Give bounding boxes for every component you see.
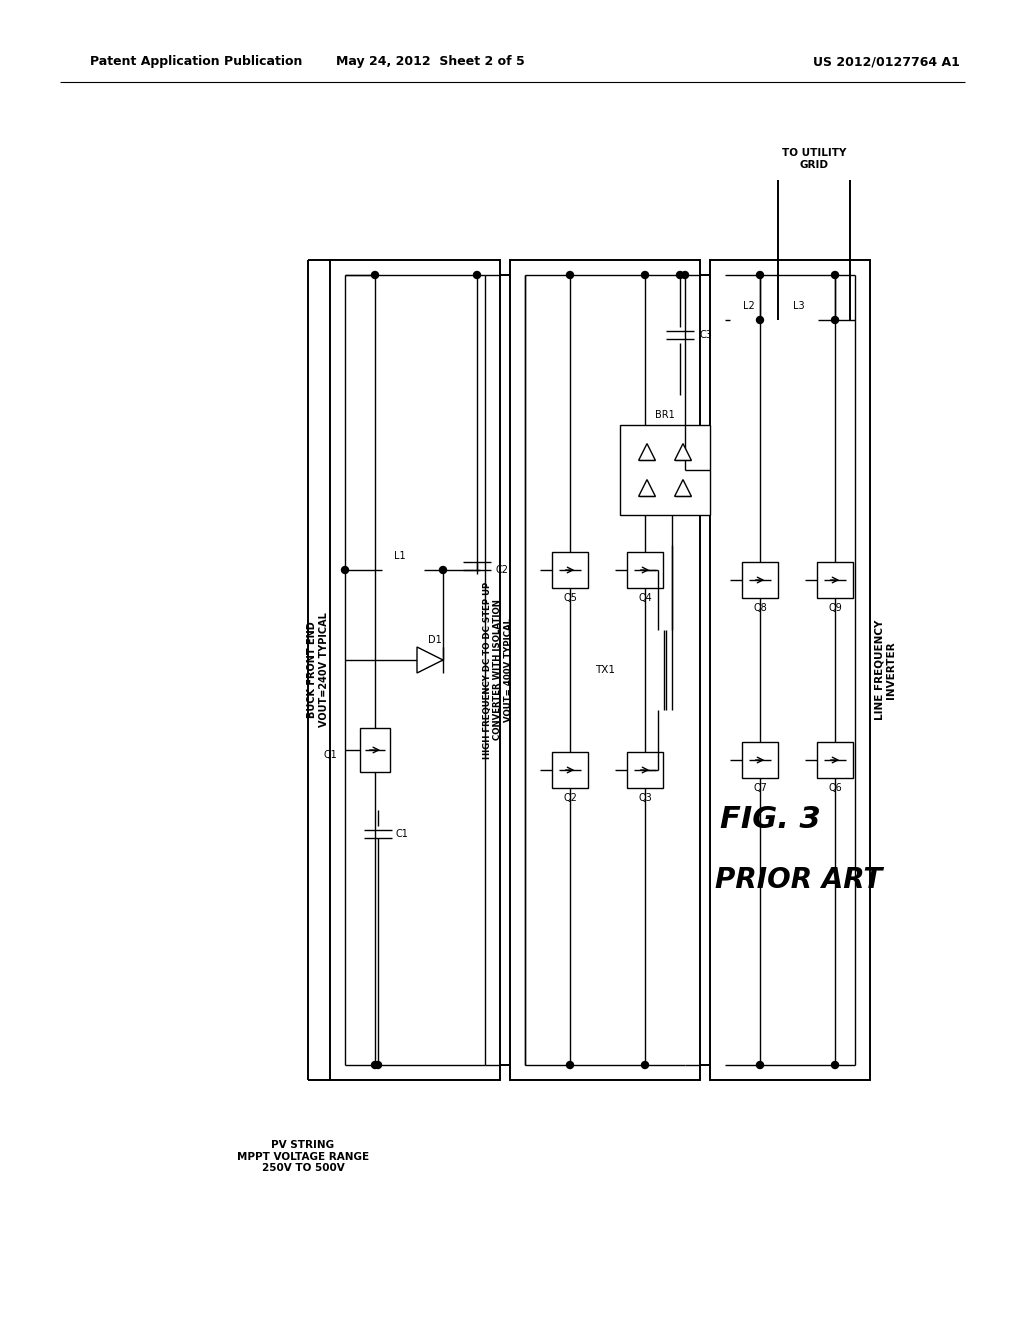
Bar <box>742 562 778 598</box>
Circle shape <box>566 272 573 279</box>
Circle shape <box>831 272 839 279</box>
Text: US 2012/0127764 A1: US 2012/0127764 A1 <box>813 55 961 69</box>
Circle shape <box>375 1061 382 1068</box>
Text: FIG. 3: FIG. 3 <box>720 805 821 834</box>
Polygon shape <box>417 647 443 673</box>
Circle shape <box>641 272 648 279</box>
Text: Q3: Q3 <box>638 793 652 803</box>
Polygon shape <box>639 444 655 461</box>
Text: PV STRING
MPPT VOLTAGE RANGE
250V TO 500V: PV STRING MPPT VOLTAGE RANGE 250V TO 500… <box>237 1140 369 1173</box>
Text: Q2: Q2 <box>563 793 577 803</box>
Bar <box>510 260 700 1080</box>
Text: C2: C2 <box>495 565 508 576</box>
Circle shape <box>757 272 764 279</box>
Text: May 24, 2012  Sheet 2 of 5: May 24, 2012 Sheet 2 of 5 <box>336 55 524 69</box>
Text: Q9: Q9 <box>828 603 842 612</box>
Circle shape <box>372 272 379 279</box>
Text: C1: C1 <box>396 829 409 840</box>
Circle shape <box>566 1061 573 1068</box>
Text: Q8: Q8 <box>753 603 767 612</box>
Text: BR1: BR1 <box>655 411 675 420</box>
Bar <box>552 752 588 788</box>
Text: Q1: Q1 <box>324 750 337 760</box>
Text: LINE FREQUENCY
INVERTER: LINE FREQUENCY INVERTER <box>874 620 896 721</box>
Bar <box>627 552 663 587</box>
Polygon shape <box>675 479 691 496</box>
Text: PRIOR ART: PRIOR ART <box>715 866 883 894</box>
Text: HIGH FREQUENCY DC TO DC STEP UP
CONVERTER WITH ISOLATION
VOUT= 400V TYPICAL: HIGH FREQUENCY DC TO DC STEP UP CONVERTE… <box>483 581 513 759</box>
Text: TO UTILITY
GRID: TO UTILITY GRID <box>781 148 846 170</box>
Text: Q5: Q5 <box>563 593 577 603</box>
Text: D1: D1 <box>428 635 442 645</box>
Polygon shape <box>639 479 655 496</box>
Bar <box>710 260 870 1080</box>
Circle shape <box>341 566 348 573</box>
Circle shape <box>439 566 446 573</box>
Circle shape <box>677 272 683 279</box>
Text: Patent Application Publication: Patent Application Publication <box>90 55 302 69</box>
Circle shape <box>831 317 839 323</box>
Circle shape <box>473 272 480 279</box>
Bar <box>330 260 500 1080</box>
Text: L2: L2 <box>743 301 755 312</box>
Text: Q6: Q6 <box>828 783 842 793</box>
Text: Q7: Q7 <box>753 783 767 793</box>
Bar <box>360 729 390 772</box>
Bar <box>620 425 710 515</box>
Text: C3: C3 <box>700 330 713 341</box>
Text: L1: L1 <box>394 550 406 561</box>
Text: Q4: Q4 <box>638 593 652 603</box>
Text: BUCK FRONT END
VOUT=240V TYPICAL: BUCK FRONT END VOUT=240V TYPICAL <box>307 612 329 727</box>
Circle shape <box>757 317 764 323</box>
Circle shape <box>641 1061 648 1068</box>
Text: TX1: TX1 <box>595 665 615 675</box>
Bar <box>817 562 853 598</box>
Bar <box>817 742 853 777</box>
Bar <box>552 552 588 587</box>
Bar <box>627 752 663 788</box>
Bar <box>742 742 778 777</box>
Polygon shape <box>675 444 691 461</box>
Circle shape <box>757 1061 764 1068</box>
Circle shape <box>831 1061 839 1068</box>
Circle shape <box>682 272 688 279</box>
Text: L3: L3 <box>794 301 805 312</box>
Circle shape <box>372 1061 379 1068</box>
